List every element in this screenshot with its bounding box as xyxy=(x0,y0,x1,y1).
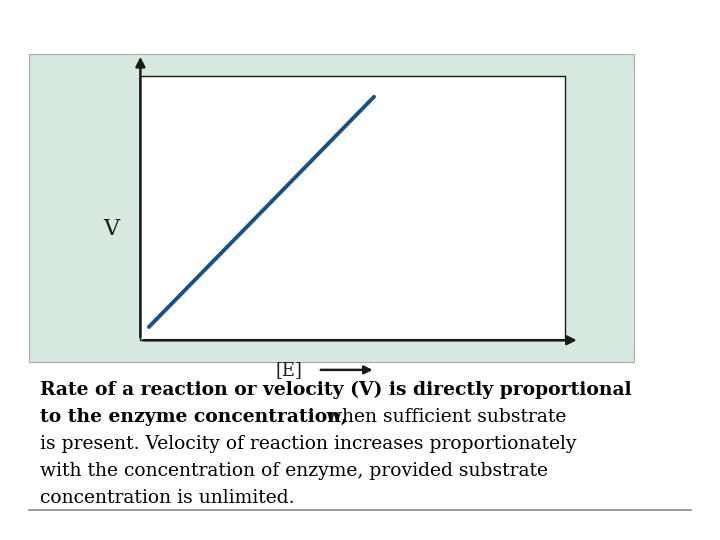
Text: is present. Velocity of reaction increases proportionately: is present. Velocity of reaction increas… xyxy=(40,435,576,453)
Text: [E]: [E] xyxy=(276,361,302,379)
Text: concentration is unlimited.: concentration is unlimited. xyxy=(40,489,294,507)
Text: V: V xyxy=(104,218,120,240)
Text: with the concentration of enzyme, provided substrate: with the concentration of enzyme, provid… xyxy=(40,462,548,480)
Text: to the enzyme concentration,: to the enzyme concentration, xyxy=(40,408,347,426)
Text: Rate of a reaction or velocity (V) is directly proportional: Rate of a reaction or velocity (V) is di… xyxy=(40,381,631,399)
Text: when sufficient substrate: when sufficient substrate xyxy=(320,408,567,426)
